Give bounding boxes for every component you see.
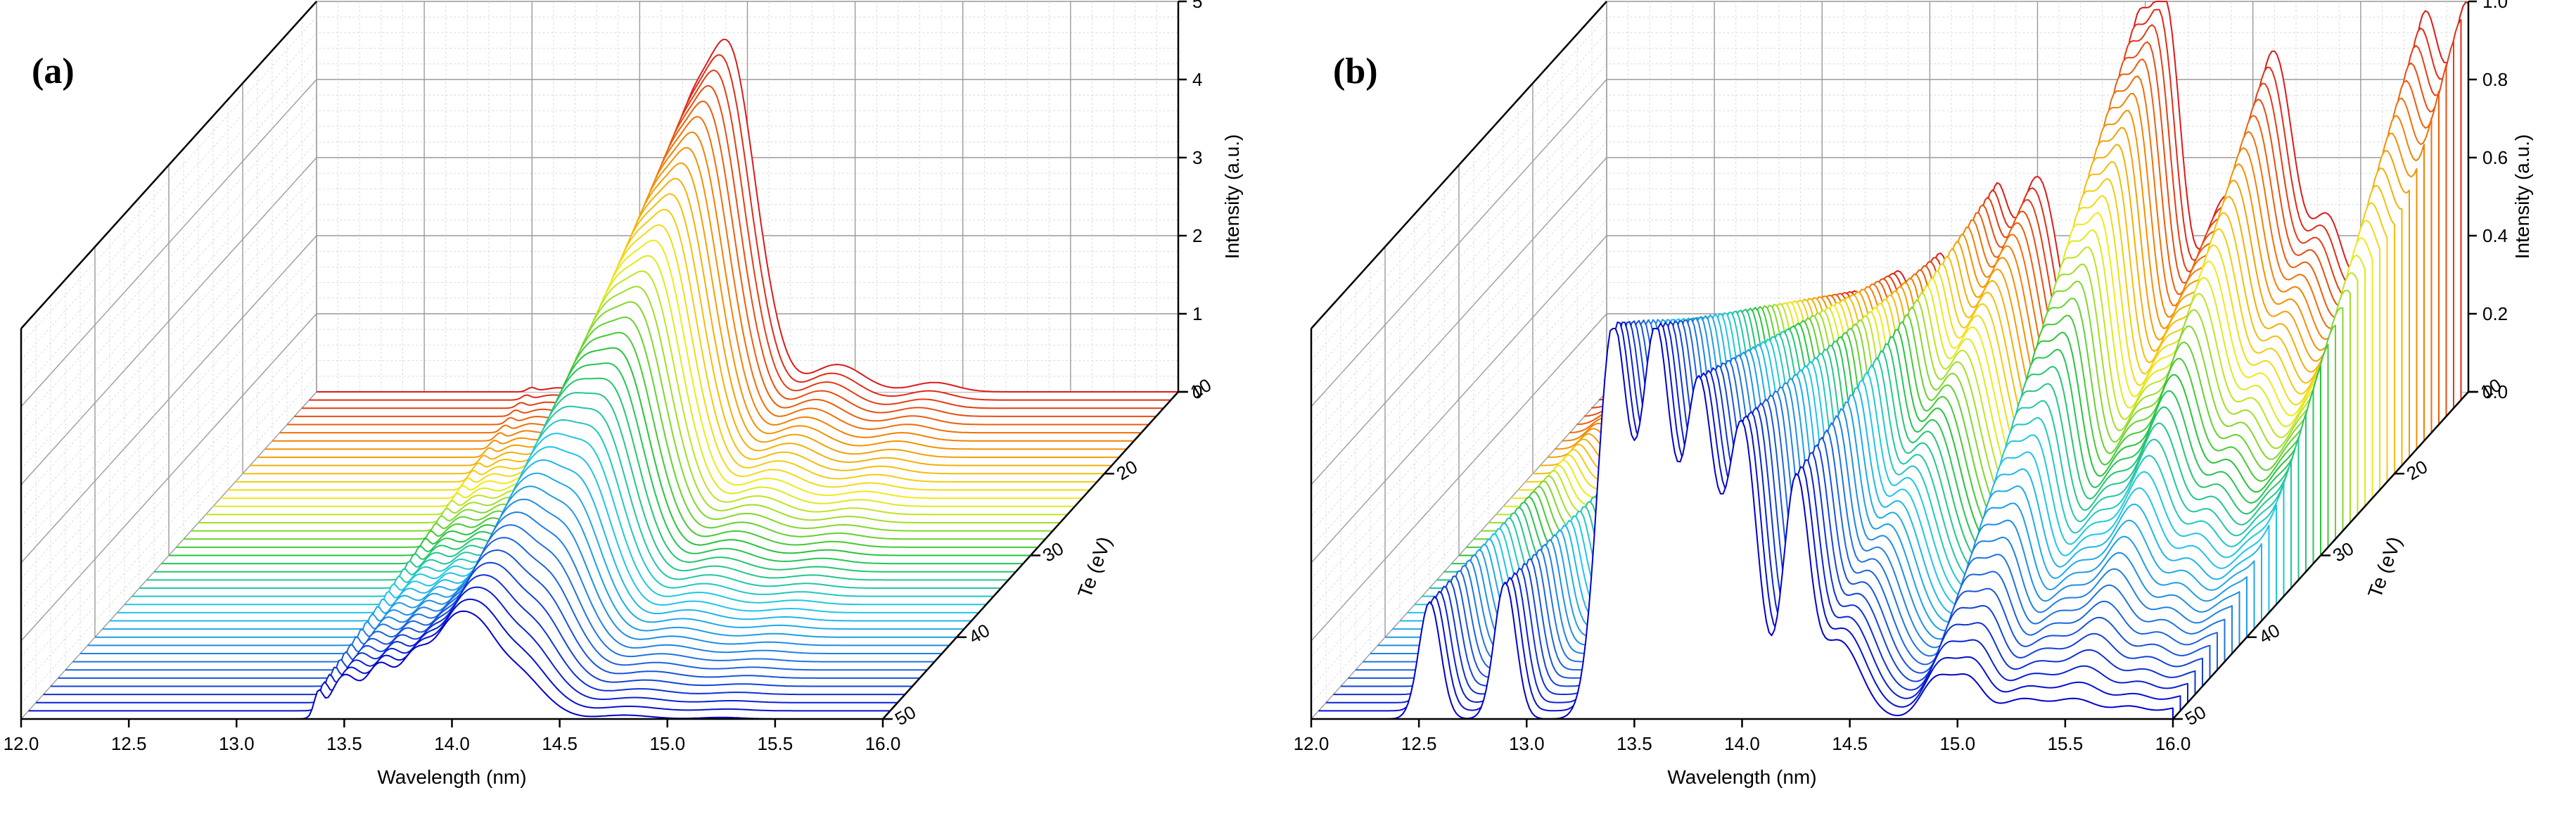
z-tick-label: 4 — [1192, 69, 1202, 90]
x-tick-label: 14.5 — [1832, 733, 1868, 754]
x-tick-label: 15.0 — [1939, 733, 1975, 754]
z-tick-label: 0 — [1192, 381, 1202, 402]
x-tick-label: 12.0 — [1294, 733, 1330, 754]
x-tick-label: 14.5 — [542, 733, 578, 754]
z-tick-label: 0.2 — [2482, 303, 2508, 324]
frame-top-diagonal — [20, 1, 317, 329]
panel-label: (b) — [1333, 51, 1378, 91]
frame-top-diagonal — [1311, 1, 1607, 329]
x-tick-label: 12.0 — [4, 733, 39, 754]
z-tick-label: 0.0 — [2482, 381, 2508, 402]
z-tick-label: 1.0 — [2482, 0, 2508, 12]
spectrum-trace — [1341, 320, 2203, 687]
x-tick-label: 13.0 — [219, 733, 255, 754]
x-tick-label: 12.5 — [111, 733, 147, 754]
x-tick-label: 13.5 — [1617, 733, 1652, 754]
z-tick-label: 5 — [1192, 0, 1202, 12]
panel-a: 12.0 12.5 13.0 13.5 14.0 14.5 15.0 15.5 16.01020… — [4, 0, 1243, 788]
x-tick-label: 16.0 — [2155, 733, 2191, 754]
z-tick-label: 0.4 — [2482, 225, 2508, 246]
x-tick-label: 12.5 — [1401, 733, 1437, 754]
x-tick-label: 15.5 — [2048, 733, 2084, 754]
y-axis-title: Te (eV) — [2364, 534, 2406, 601]
spectrum-trace — [1311, 328, 2174, 720]
x-tick-label: 13.0 — [1509, 733, 1545, 754]
spectra — [1311, 1, 2469, 720]
x-axis-title: Wavelength (nm) — [377, 766, 526, 788]
x-tick-label: 14.0 — [434, 733, 470, 754]
z-axis-title: Intensity (a.u.) — [1221, 134, 1243, 259]
z-axis-title: Intensity (a.u.) — [2511, 134, 2533, 259]
x-tick-label: 16.0 — [865, 733, 901, 754]
x-tick-label: 13.5 — [326, 733, 362, 754]
x-tick-label: 15.0 — [649, 733, 685, 754]
panel-b: 12.0 12.5 13.0 13.5 14.0 14.5 15.0 15.5 16.01020… — [1294, 0, 2533, 788]
y-axis-title: Te (eV) — [1073, 534, 1116, 601]
panel-label: (a) — [32, 51, 75, 91]
grid — [20, 1, 1179, 720]
z-tick-label: 3 — [1192, 147, 1202, 168]
z-tick-label: 0.8 — [2482, 69, 2508, 90]
x-tick-label: 15.5 — [758, 733, 793, 754]
spectra — [21, 39, 1178, 720]
tick-labels: 12.0 12.5 13.0 13.5 14.0 14.5 15.0 15.5 16.01020… — [4, 0, 1215, 754]
x-axis-title: Wavelength (nm) — [1667, 766, 1816, 788]
z-tick-label: 0.6 — [2482, 147, 2508, 168]
z-tick-label: 1 — [1192, 303, 1202, 324]
x-tick-label: 14.0 — [1724, 733, 1760, 754]
z-tick-label: 2 — [1192, 225, 1202, 246]
